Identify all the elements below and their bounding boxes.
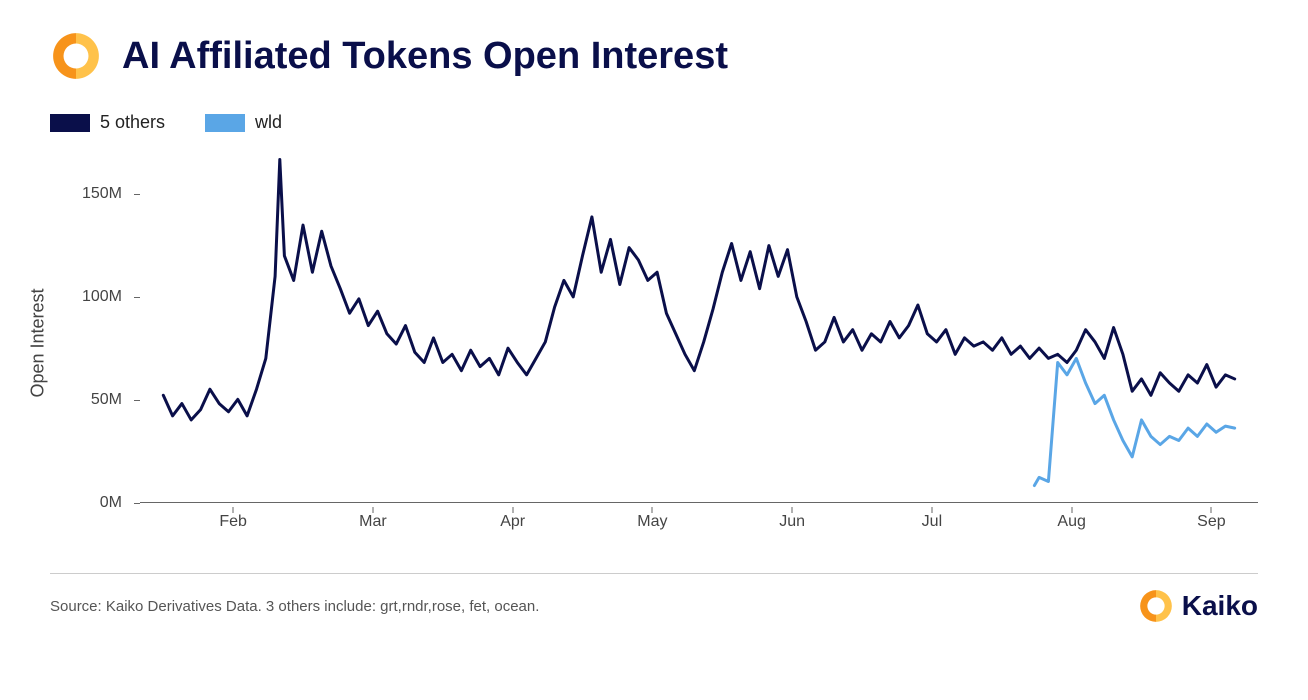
chart-title: AI Affiliated Tokens Open Interest: [122, 35, 728, 78]
legend-label: 5 others: [100, 112, 165, 133]
x-tick-label: Apr: [500, 513, 525, 531]
kaiko-logo-icon: [1138, 588, 1174, 624]
y-tick-label: 0M: [100, 494, 122, 512]
y-axis-ticks: 0M50M100M150M: [70, 143, 130, 503]
footer: Source: Kaiko Derivatives Data. 3 others…: [0, 574, 1308, 634]
x-axis-ticks: Feb Mar Apr May Jun Jul Aug Sep: [140, 507, 1258, 543]
brand-label: Kaiko: [1182, 590, 1258, 622]
chart-area: Open Interest 0M50M100M150M FebMarAprMay…: [50, 143, 1258, 543]
series-line: [1034, 358, 1234, 485]
y-tick-label: 100M: [82, 288, 122, 306]
header: AI Affiliated Tokens Open Interest: [0, 0, 1308, 92]
series-line: [163, 159, 1234, 419]
x-tick-label: Sep: [1197, 513, 1225, 531]
legend-label: wld: [255, 112, 282, 133]
plot-region: [140, 143, 1258, 503]
kaiko-brand: Kaiko: [1138, 588, 1258, 624]
y-axis-label: Open Interest: [28, 288, 49, 397]
legend-swatch: [50, 114, 90, 132]
x-tick-label: May: [637, 513, 667, 531]
y-tick-label: 50M: [91, 391, 122, 409]
legend: 5 others wld: [0, 92, 1308, 143]
x-tick-label: Jul: [922, 513, 942, 531]
x-tick-label: Aug: [1057, 513, 1085, 531]
source-caption: Source: Kaiko Derivatives Data. 3 others…: [50, 598, 539, 615]
x-tick-label: Mar: [359, 513, 387, 531]
kaiko-logo-icon: [50, 30, 102, 82]
legend-swatch: [205, 114, 245, 132]
legend-item: wld: [205, 112, 282, 133]
x-tick-label: Jun: [779, 513, 805, 531]
x-tick-label: Feb: [219, 513, 247, 531]
legend-item: 5 others: [50, 112, 165, 133]
y-tick-label: 150M: [82, 185, 122, 203]
